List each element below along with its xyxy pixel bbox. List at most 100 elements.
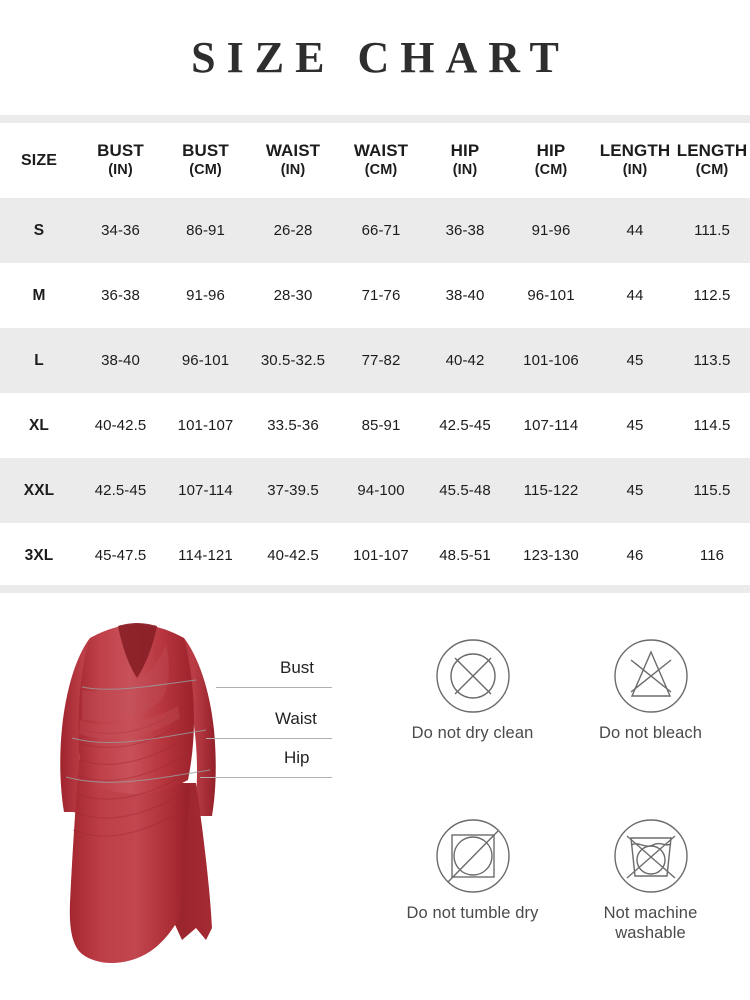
size-table-head: SIZE BUST (IN) BUST (CM) WAIST (IN) — [0, 123, 750, 198]
cell-bust-in: 40-42.5 — [94, 417, 147, 434]
cell-hip-in: 36-38 — [445, 222, 485, 239]
cell-hip-in: 45.5-48 — [439, 482, 491, 499]
cell-length-in: 44 — [626, 287, 644, 304]
dress-ruching — [72, 715, 187, 837]
care-item-machine-wash: Not machine washable — [558, 818, 743, 943]
col-header-length-cm: LENGTH (CM) — [674, 123, 750, 198]
col-header-length-cm-name: LENGTH — [676, 141, 748, 161]
table-row: 3XL 45-47.5 114-121 40-42.5 101-107 48.5… — [0, 523, 750, 588]
dress-skirt — [69, 748, 190, 963]
table-row: S 34-36 86-91 26-28 66-71 36-38 91-96 44… — [0, 198, 750, 263]
cell-hip-cm: 96-101 — [527, 287, 575, 304]
dress-left-sleeve — [60, 638, 104, 812]
cell-hip-in: 42.5-45 — [439, 417, 491, 434]
cell-bust-in: 45-47.5 — [94, 547, 147, 564]
cell-length-cm: 113.5 — [693, 352, 731, 369]
col-header-length-in: LENGTH (IN) — [596, 123, 674, 198]
table-row: XXL 42.5-45 107-114 37-39.5 94-100 45.5-… — [0, 458, 750, 523]
col-header-length-in-name: LENGTH — [599, 141, 671, 161]
col-header-hip-cm: HIP (CM) — [506, 123, 596, 198]
col-header-bust-in-name: BUST — [97, 141, 144, 161]
cell-length-in: 45 — [626, 417, 644, 434]
cell-bust-in: 34-36 — [101, 222, 140, 239]
care-item-tumble-dry: Do not tumble dry — [380, 818, 565, 923]
cell-length-in: 44 — [626, 222, 644, 239]
col-header-waist-in-name: WAIST — [265, 141, 321, 161]
cell-waist-cm: 66-71 — [361, 222, 401, 239]
care-item-bleach: Do not bleach — [558, 638, 743, 743]
cell-bust-cm: 86-91 — [186, 222, 225, 239]
cell-size: 3XL — [24, 546, 54, 564]
care-label-machine-wash-line1: Not machine — [603, 904, 698, 922]
col-header-hip-cm-name: HIP — [536, 141, 566, 161]
dress-right-sleeve — [172, 638, 216, 816]
cell-hip-in: 38-40 — [445, 287, 485, 304]
header-row: SIZE BUST (IN) BUST (CM) WAIST (IN) — [0, 123, 750, 198]
table-row: L 38-40 96-101 30.5-32.5 77-82 40-42 101… — [0, 328, 750, 393]
col-header-size-name: SIZE — [21, 151, 57, 169]
cell-hip-in: 48.5-51 — [439, 547, 491, 564]
cell-size: S — [33, 221, 45, 239]
cell-length-cm: 116 — [699, 547, 725, 564]
cell-waist-cm: 85-91 — [361, 417, 401, 434]
cell-waist-in: 33.5-36 — [267, 417, 319, 434]
title-band: SIZE CHART — [0, 0, 750, 115]
cell-size: L — [34, 351, 44, 369]
cell-bust-cm: 96-101 — [181, 352, 230, 369]
cell-hip-cm: 115-122 — [523, 482, 579, 499]
lower-section: Bust Waist Hip Do not dry clean — [0, 593, 750, 1000]
cell-bust-cm: 107-114 — [178, 482, 233, 499]
cell-waist-cm: 77-82 — [361, 352, 401, 369]
care-item-dry-clean: Do not dry clean — [380, 638, 565, 743]
do-not-bleach-icon — [613, 639, 688, 713]
table-row: XL 40-42.5 101-107 33.5-36 85-91 42.5-45… — [0, 393, 750, 458]
cell-hip-cm: 91-96 — [531, 222, 571, 239]
page-title: SIZE CHART — [191, 33, 570, 82]
hip-leader-line — [200, 777, 332, 778]
care-label-machine-wash-line2: washable — [615, 924, 686, 943]
cell-waist-in: 37-39.5 — [267, 482, 319, 499]
col-header-hip-in-name: HIP — [450, 141, 480, 161]
dress-measure-guides — [65, 679, 211, 783]
cell-waist-in: 30.5-32.5 — [260, 352, 326, 369]
col-header-hip-cm-unit: (CM) — [534, 162, 568, 179]
col-header-waist-in: WAIST (IN) — [248, 123, 338, 198]
col-header-length-in-unit: (IN) — [622, 162, 648, 179]
dress-waistband — [79, 706, 180, 739]
divider-middle — [0, 585, 750, 593]
col-header-length-cm-unit: (CM) — [695, 162, 729, 179]
cell-bust-in: 36-38 — [101, 287, 140, 304]
cell-bust-cm: 114-121 — [178, 547, 233, 564]
cell-waist-in: 40-42.5 — [267, 547, 319, 564]
cell-length-cm: 112.5 — [693, 287, 731, 304]
col-header-hip-in-unit: (IN) — [452, 162, 478, 179]
do-not-dry-clean-icon — [435, 639, 510, 713]
cell-length-in: 46 — [626, 547, 644, 564]
col-header-waist-cm-name: WAIST — [353, 141, 409, 161]
cell-hip-cm: 107-114 — [523, 417, 579, 434]
dress-bodice — [78, 624, 194, 794]
cell-hip-cm: 123-130 — [523, 547, 579, 564]
cell-size: XXL — [23, 481, 55, 499]
cell-length-cm: 111.5 — [694, 222, 730, 239]
dress-vneck — [118, 623, 157, 678]
divider-top — [0, 115, 750, 123]
col-header-bust-in: BUST (IN) — [78, 123, 163, 198]
hip-label: Hip — [284, 748, 310, 767]
cell-hip-in: 40-42 — [445, 352, 485, 369]
col-header-waist-in-unit: (IN) — [280, 162, 306, 179]
care-symbols-grid: Do not dry clean Do not bleach — [380, 638, 750, 983]
care-label-dry-clean: Do not dry clean — [411, 724, 534, 742]
cell-bust-cm: 101-107 — [177, 417, 234, 434]
dress-svg — [60, 623, 216, 963]
table-row: M 36-38 91-96 28-30 71-76 38-40 96-101 4… — [0, 263, 750, 328]
col-header-waist-cm-unit: (CM) — [364, 162, 398, 179]
size-table: SIZE BUST (IN) BUST (CM) WAIST (IN) — [0, 123, 750, 588]
col-header-bust-cm-name: BUST — [182, 141, 229, 161]
cell-waist-cm: 94-100 — [357, 482, 405, 499]
do-not-tumble-dry-icon — [435, 819, 510, 893]
care-label-bleach: Do not bleach — [598, 724, 703, 742]
cell-bust-in: 42.5-45 — [94, 482, 147, 499]
cell-length-in: 45 — [626, 352, 644, 369]
